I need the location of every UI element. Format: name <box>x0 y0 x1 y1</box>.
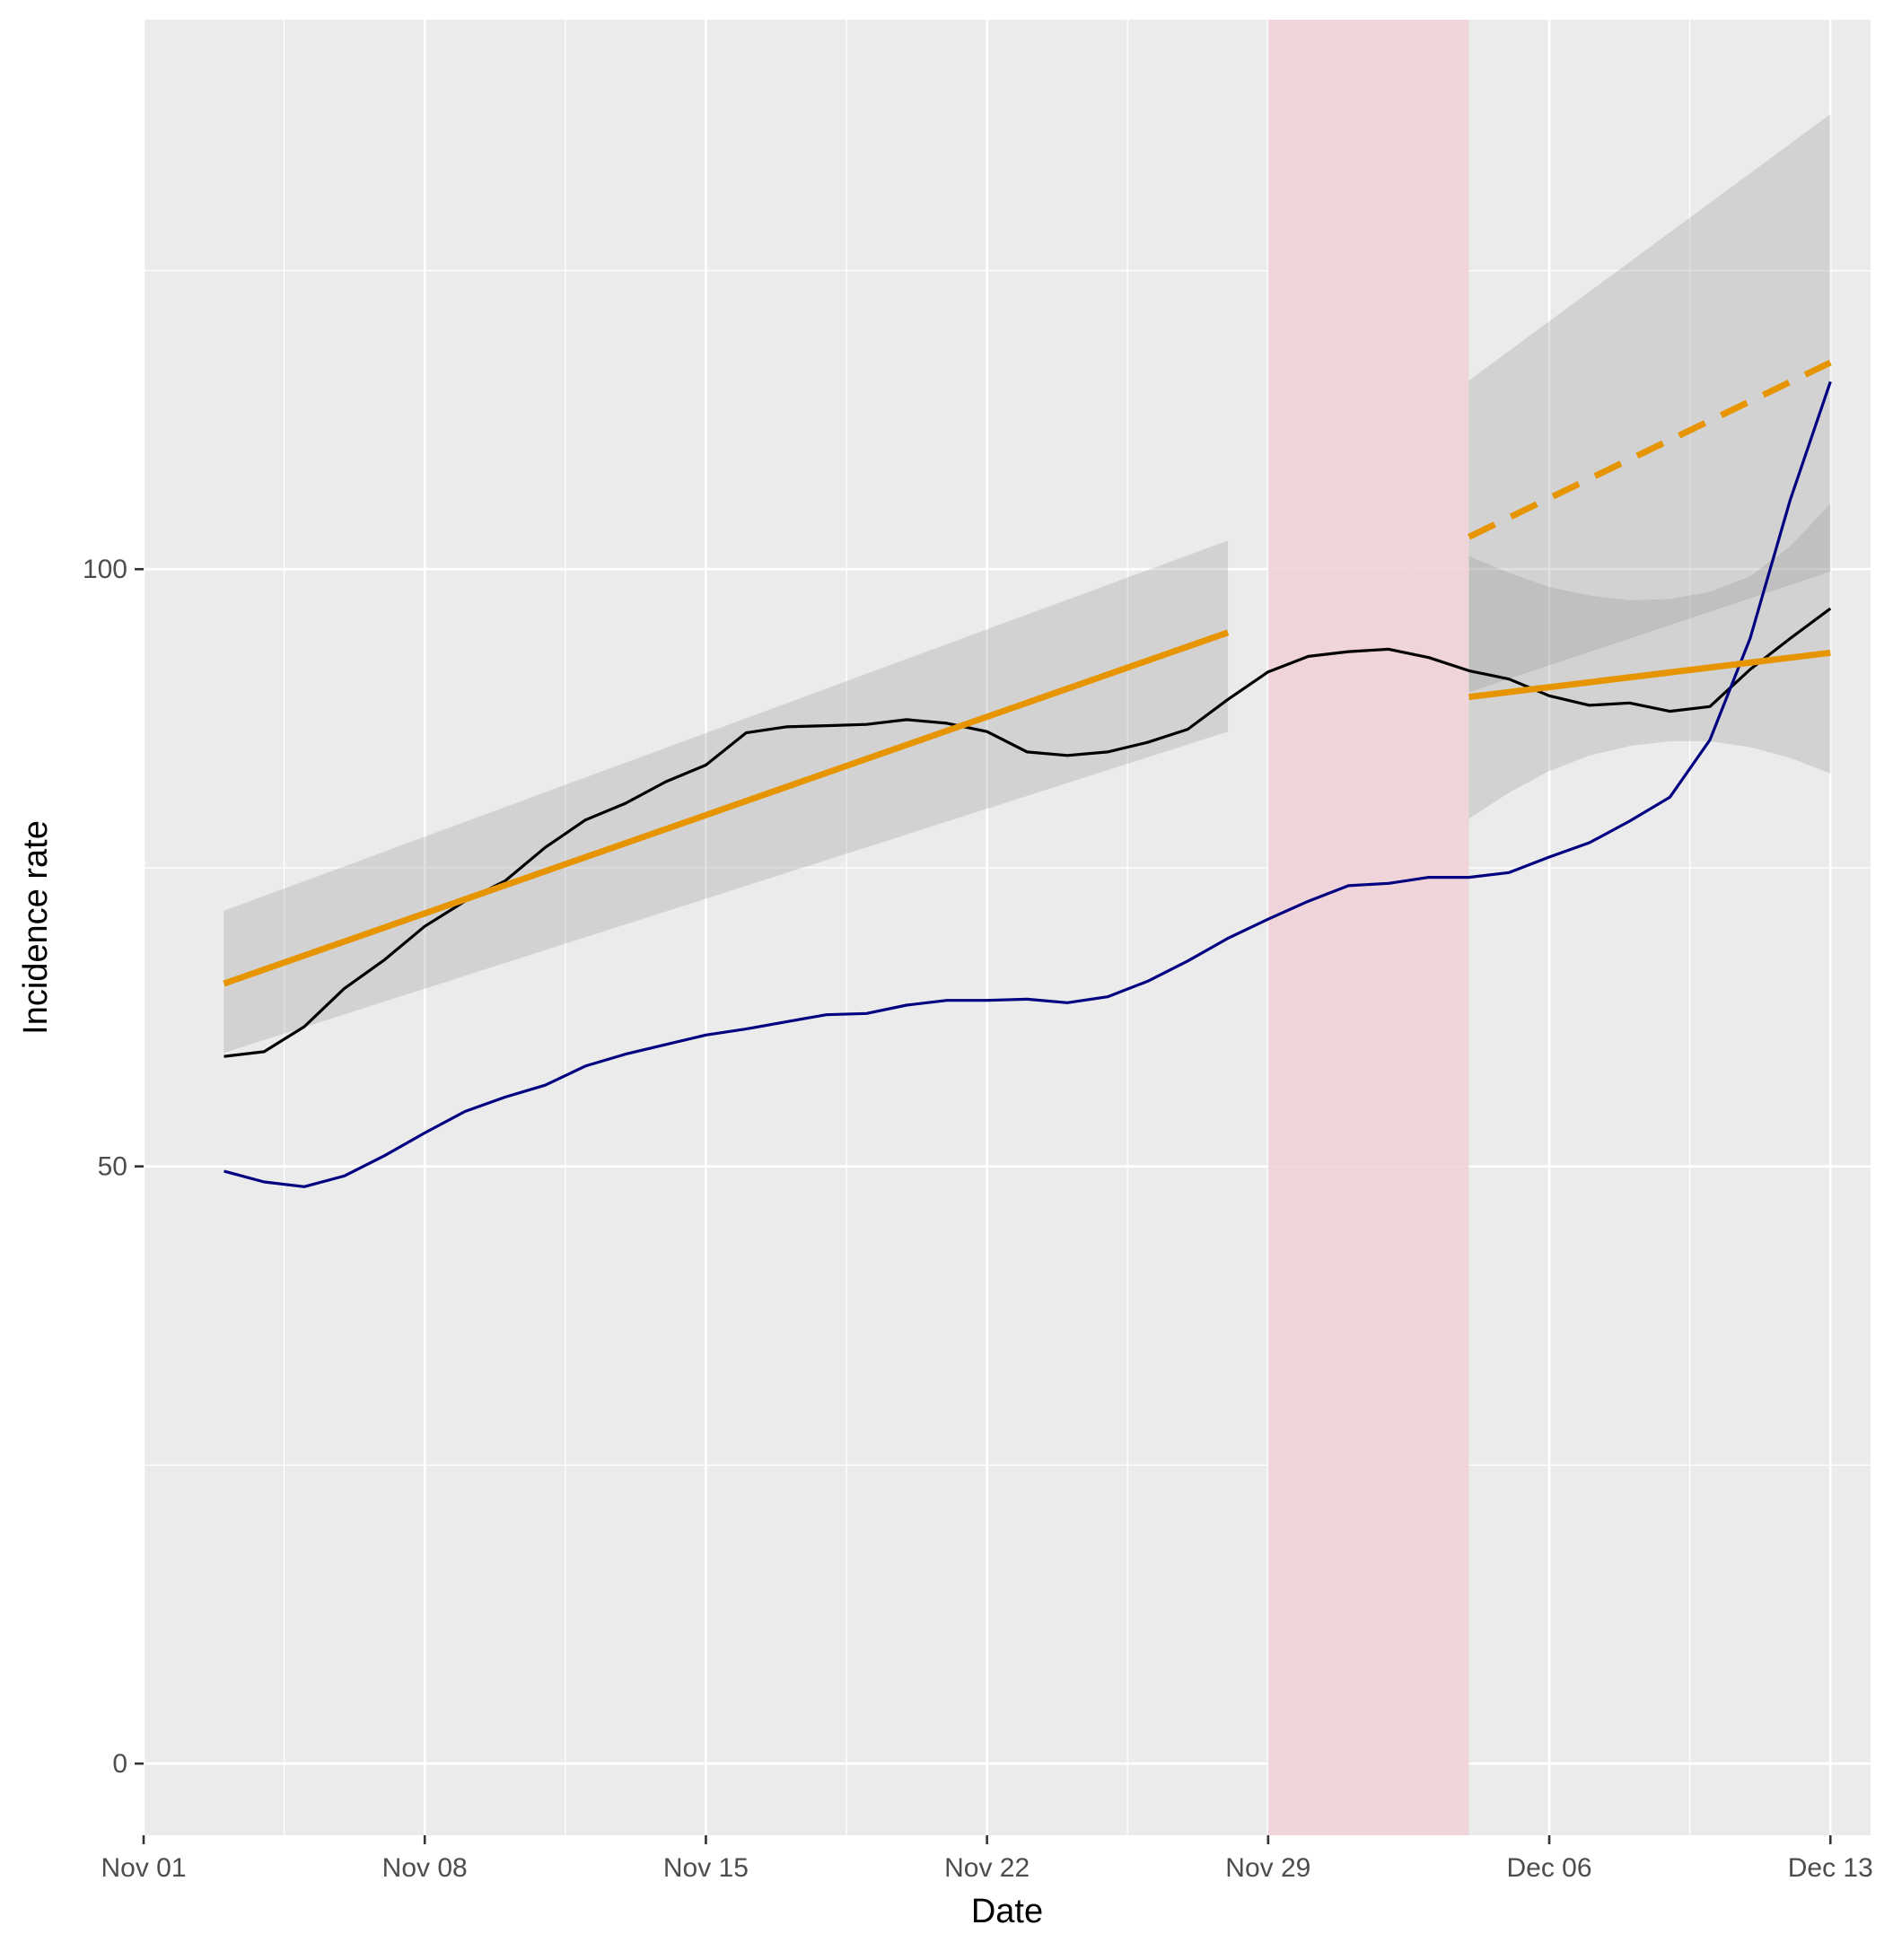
x-tick-label: Nov 22 <box>944 1853 1030 1883</box>
confidence-band-2 <box>1468 114 1831 693</box>
axes-layer: Nov 01 Nov 08 Nov 15 Nov 22 Nov 29 Dec 06 Dec … <box>83 555 1873 1883</box>
x-tick-label: Nov 08 <box>382 1853 468 1883</box>
y-axis-title: Incidence rate <box>17 820 55 1035</box>
confidence-band-3 <box>1468 503 1831 819</box>
x-tick-label: Dec 06 <box>1507 1853 1592 1883</box>
x-tick-label: Nov 01 <box>101 1853 186 1883</box>
shaded-period-layer <box>1267 20 1469 1835</box>
plot-panel-background <box>144 20 1871 1835</box>
trend-line-2 <box>1468 359 1832 540</box>
confidence-ribbons <box>223 114 1831 1054</box>
y-tick-label: 0 <box>112 1749 127 1779</box>
trend-line-3 <box>1468 649 1831 701</box>
x-tick-label: Dec 13 <box>1788 1853 1873 1883</box>
x-tick-label: Nov 15 <box>663 1853 749 1883</box>
trend-line-1 <box>223 629 1230 987</box>
y-tick-label: 100 <box>83 555 127 584</box>
y-tick-label: 50 <box>98 1152 127 1182</box>
shaded-period <box>1267 20 1469 1835</box>
confidence-band-1 <box>223 540 1229 1054</box>
x-tick-label: Nov 29 <box>1225 1853 1310 1883</box>
series-line-2 <box>223 381 1832 1188</box>
x-axis-title: Date <box>971 1893 1043 1930</box>
trend-lines-layer <box>223 359 1832 987</box>
